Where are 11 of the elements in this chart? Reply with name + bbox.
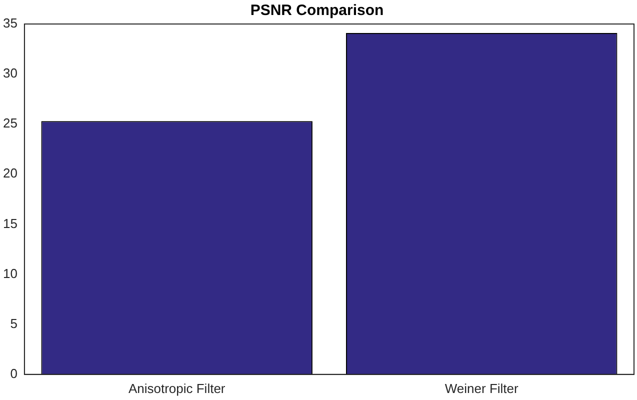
y-tick-label: 5 [10,316,18,331]
y-tick-label: 20 [2,166,18,181]
chart-title: PSNR Comparison [250,2,384,20]
y-tick-label: 15 [2,216,18,231]
y-tick-label: 35 [2,16,18,31]
y-tick-label: 0 [10,366,18,381]
y-tick-label: 25 [2,116,18,131]
x-tick-label: Anisotropic Filter [128,380,226,396]
y-tick-label: 30 [2,66,18,81]
x-tick-label: Weiner Filter [444,380,519,396]
y-tick-label: 10 [2,266,18,281]
